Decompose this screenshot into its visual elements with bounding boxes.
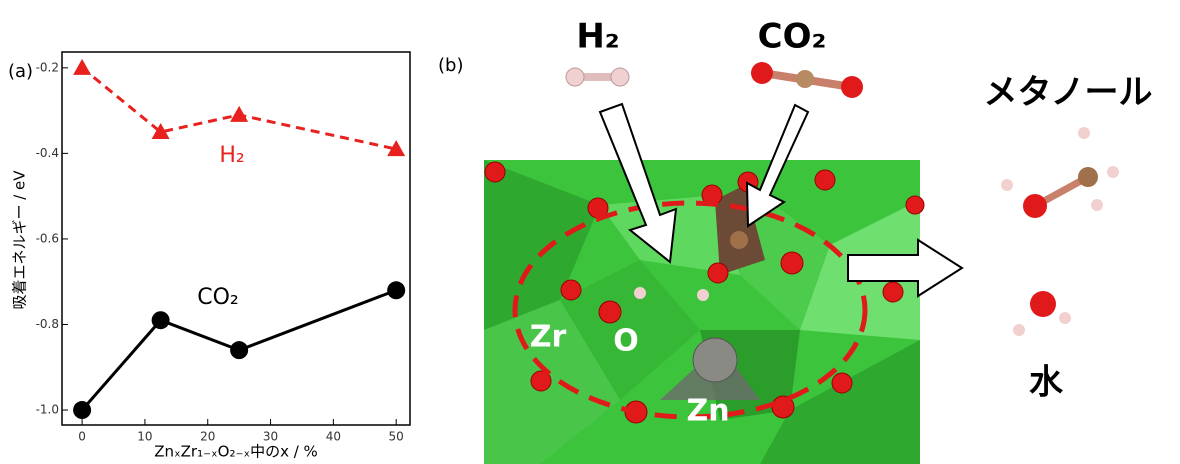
zr-label: Zr (530, 320, 567, 355)
zn-label: Zn (686, 394, 729, 429)
marker (151, 122, 170, 139)
marker (387, 140, 406, 157)
y-tick-label: -0.2 (36, 60, 59, 74)
molecules (565, 62, 1119, 336)
series-label: CO₂ (197, 285, 239, 310)
y-tick-label: -1.0 (36, 403, 59, 417)
x-tick-label: 40 (326, 430, 341, 444)
panel-label: (a) (8, 61, 33, 82)
o-label: O (613, 324, 639, 359)
marker (230, 105, 249, 122)
panel-label: (b) (438, 55, 463, 76)
y-axis-label: 吸着エネルギー / eV (11, 170, 29, 310)
plot-frame (61, 51, 411, 426)
plot: 0 10 20 30 40 50 -1.0 -0.8 -0.6 -0.4 -0.2 H₂ CO₂ (36, 58, 406, 444)
marker (73, 401, 92, 420)
x-axis-label: ZnₓZr₁₋ₓO₂₋ₓ中のx / % (154, 443, 318, 461)
y-tick-label: -0.8 (36, 317, 59, 331)
water-label: 水 (1029, 363, 1064, 403)
y-tick-label: -0.4 (36, 146, 59, 160)
marker (387, 281, 406, 300)
x-tick-label: 50 (389, 430, 404, 444)
marker (230, 341, 249, 360)
catalyst-surface (484, 160, 925, 464)
y-tick-label: -0.6 (36, 231, 59, 245)
h2-label: H₂ (576, 17, 619, 57)
marker (151, 311, 170, 330)
methanol-label: メタノール (984, 73, 1153, 113)
series-label: H₂ (219, 143, 244, 168)
series-line (80, 288, 397, 412)
flow-arrows (598, 102, 964, 298)
co2-label: CO₂ (758, 17, 827, 57)
marker (73, 58, 92, 75)
x-tick-label: 20 (200, 430, 215, 444)
x-tick-label: 30 (263, 430, 278, 444)
x-tick-label: 0 (78, 430, 86, 444)
x-tick-label: 10 (137, 430, 152, 444)
series-line (81, 66, 397, 151)
